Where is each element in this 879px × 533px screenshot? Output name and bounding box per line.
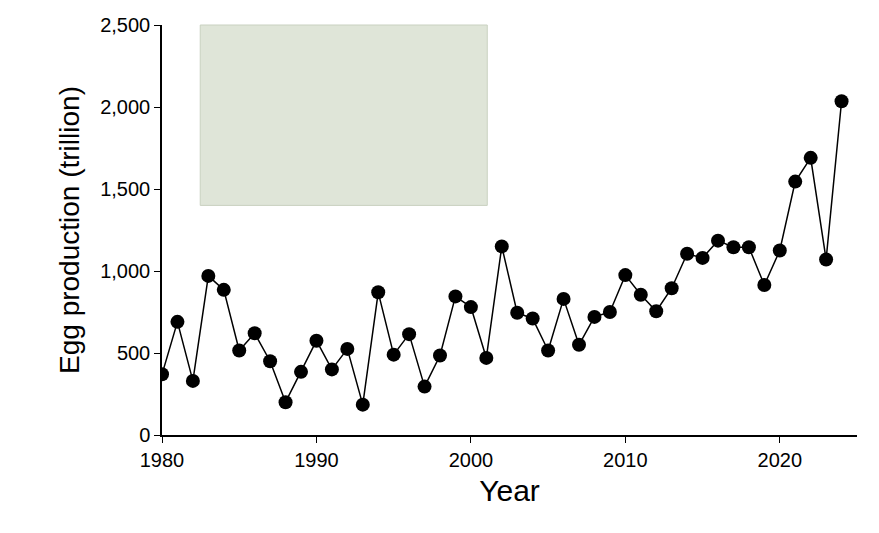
svg-text:Egg production (trillion): Egg production (trillion) — [54, 86, 85, 374]
svg-text:2000: 2000 — [449, 449, 494, 471]
svg-text:0: 0 — [139, 424, 150, 446]
svg-text:2,500: 2,500 — [100, 14, 150, 36]
svg-text:2020: 2020 — [758, 449, 803, 471]
svg-text:1980: 1980 — [140, 449, 185, 471]
svg-text:Year: Year — [479, 474, 540, 507]
svg-text:2010: 2010 — [603, 449, 648, 471]
svg-text:1990: 1990 — [294, 449, 339, 471]
svg-text:1,000: 1,000 — [100, 260, 150, 282]
svg-text:1,500: 1,500 — [100, 178, 150, 200]
svg-text:500: 500 — [117, 342, 150, 364]
svg-text:2,000: 2,000 — [100, 96, 150, 118]
